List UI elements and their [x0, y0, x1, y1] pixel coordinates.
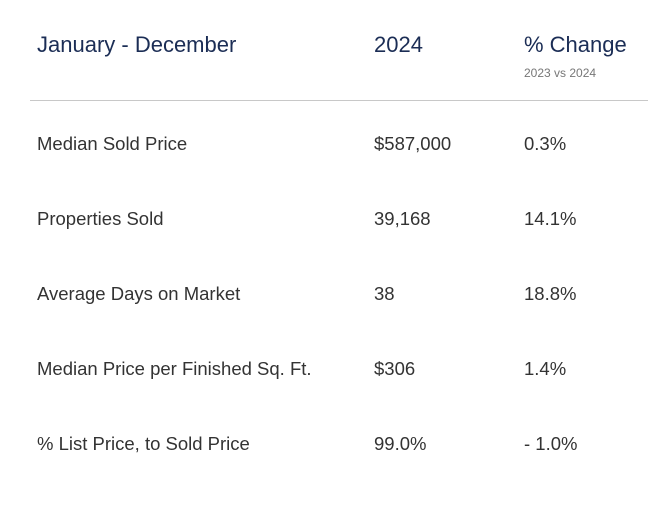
column-header: January - December — [37, 32, 237, 57]
row-label: % List Price, to Sold Price — [37, 433, 250, 454]
row-value: $587,000 — [374, 133, 452, 154]
row-label: Median Price per Finished Sq. Ft. — [37, 358, 312, 379]
row-value: 1.4% — [524, 358, 567, 379]
divider — [30, 100, 648, 101]
row-value: $306 — [374, 358, 416, 379]
row-label: Median Sold Price — [37, 133, 188, 154]
row-value: 18.8% — [524, 283, 577, 304]
row-value: 38 — [374, 283, 395, 304]
row-value: 14.1% — [524, 208, 577, 229]
row-value: 39,168 — [374, 208, 431, 229]
row-value: - 1.0% — [524, 433, 578, 454]
row-value: 0.3% — [524, 133, 567, 154]
row-label: Properties Sold — [37, 208, 164, 229]
row-label: Average Days on Market — [37, 283, 241, 304]
column-subtitle: 2023 vs 2024 — [524, 66, 597, 80]
column-header: 2024 — [374, 32, 423, 57]
column-header: % Change — [524, 32, 627, 57]
row-value: 99.0% — [374, 433, 427, 454]
